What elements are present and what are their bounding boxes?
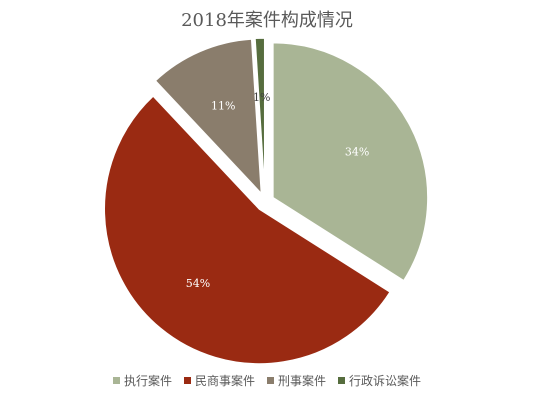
slice-data-label-4: 1% [253,91,270,104]
pie-slice-2 [103,94,392,365]
legend-swatch-4 [338,377,346,384]
legend-swatch-2 [183,377,191,384]
slice-data-label-2: 54% [186,277,210,290]
legend-label-1: 执行案件 [123,374,172,388]
legend-item-1: 执行案件 [112,372,172,389]
legend-label-2: 民商事案件 [194,374,255,388]
legend-item-3: 刑事案件 [267,372,326,389]
pie-slice-3 [154,38,263,196]
legend: 执行案件 民商事案件 刑事案件 行政诉讼案件 [0,372,534,389]
legend-item-2: 民商事案件 [183,372,255,389]
pie-slice-4 [254,37,266,194]
legend-label-3: 刑事案件 [278,374,327,388]
slice-data-label-1: 34% [345,145,369,158]
chart-title: 2018年案件构成情况 [181,10,353,31]
legend-label-4: 行政诉讼案件 [349,374,422,388]
legend-swatch-3 [267,377,274,384]
pie-slice-1 [272,41,429,282]
slice-data-label-3: 11% [211,100,235,113]
legend-item-4: 行政诉讼案件 [338,372,421,389]
legend-swatch-1 [112,377,120,384]
